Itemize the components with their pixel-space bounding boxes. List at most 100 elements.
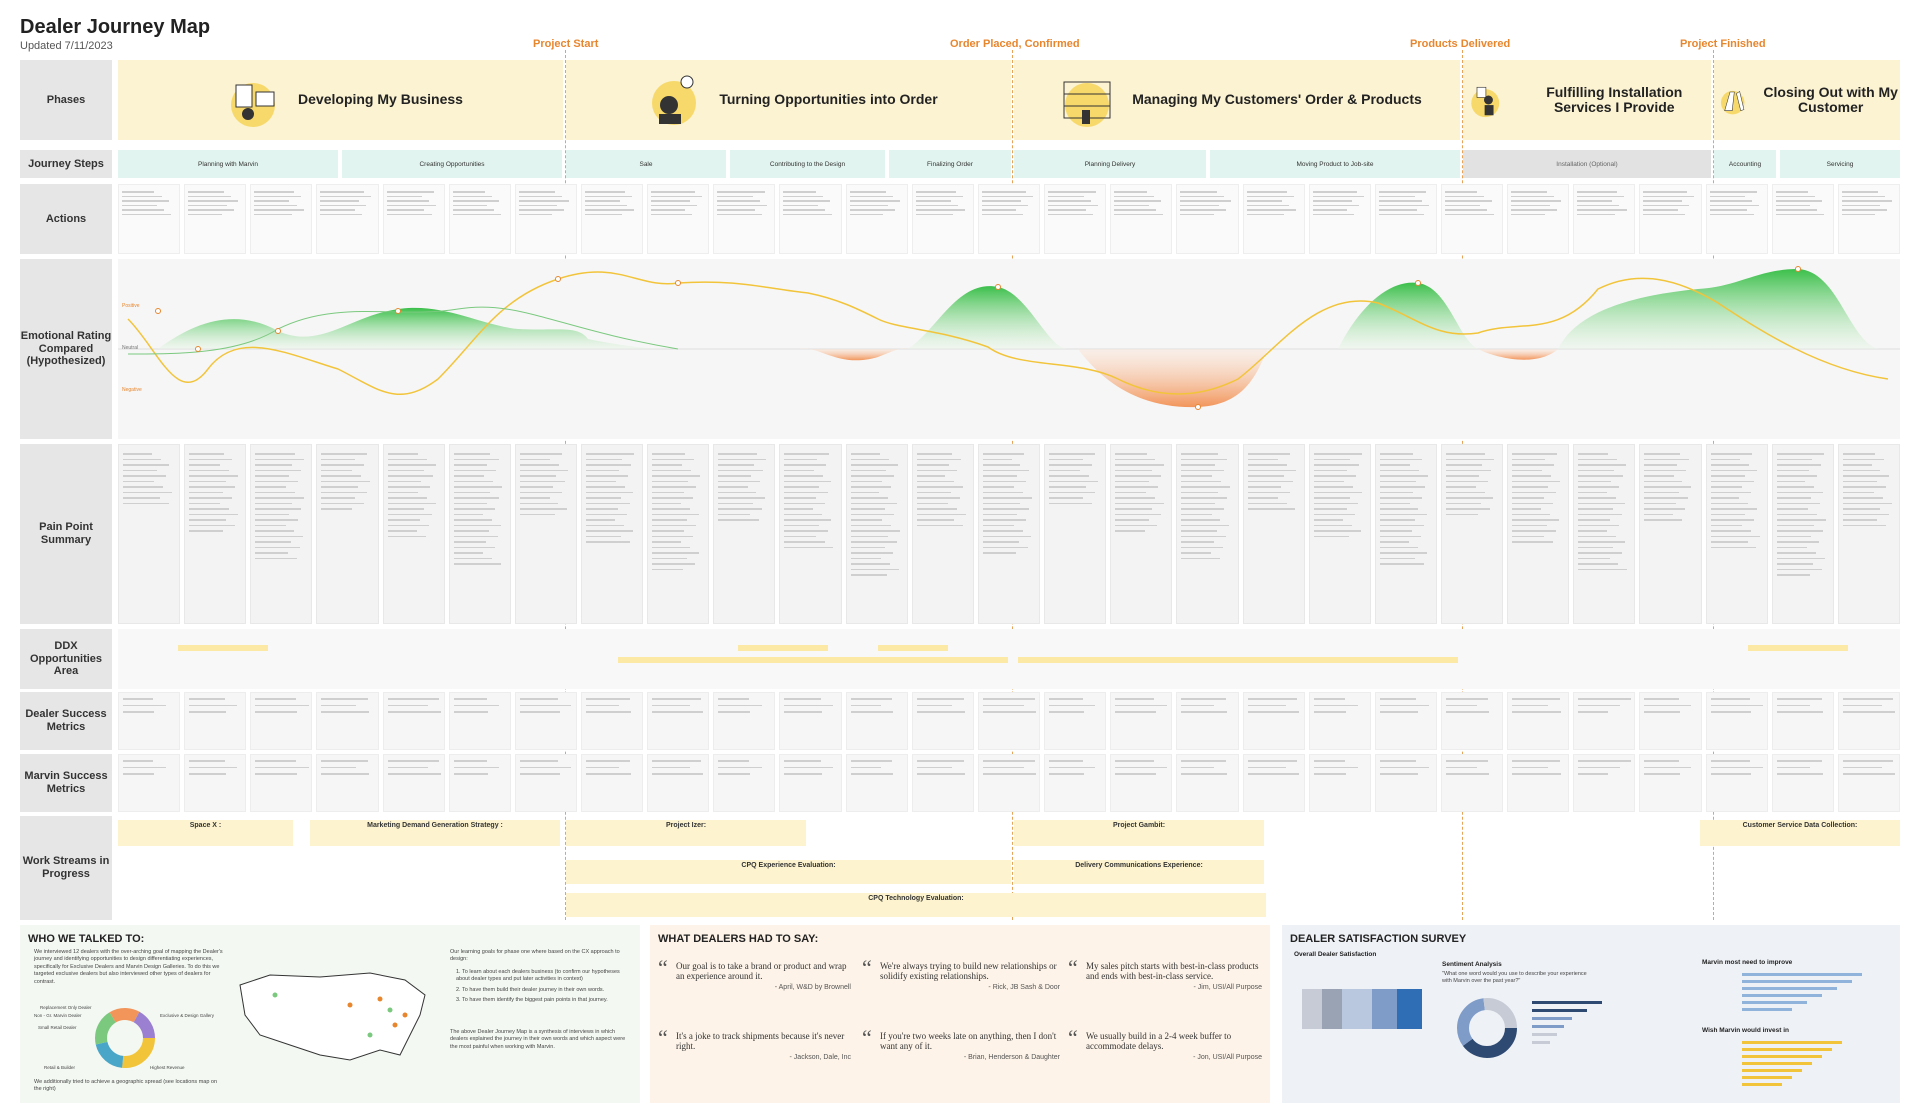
placeholder-line [255, 469, 302, 471]
placeholder-line [255, 541, 292, 543]
placeholder-line [188, 209, 234, 211]
placeholder-line [717, 204, 768, 206]
row-label-pain: Pain Point Summary [20, 444, 112, 624]
quote-author: - Jim, USI/All Purpose [1193, 984, 1262, 991]
placeholder-line [585, 191, 626, 193]
placeholder-line [122, 200, 169, 202]
marvin-metric-cell [713, 754, 776, 812]
who-goal-1: 1. To learn about each dealers business … [456, 969, 620, 983]
placeholder-line [849, 204, 889, 206]
placeholder-line [1379, 760, 1417, 762]
placeholder-line [188, 191, 225, 193]
placeholder-line [1181, 508, 1224, 510]
pain-point-cell [1308, 444, 1371, 624]
placeholder-line [718, 760, 749, 762]
placeholder-line [453, 760, 487, 762]
placeholder-line [255, 513, 289, 515]
action-cell [779, 184, 842, 254]
placeholder-line [849, 191, 886, 193]
dealer-metric-cell [448, 692, 511, 750]
placeholder-line [1379, 453, 1414, 455]
placeholder-line [1379, 508, 1419, 510]
placeholder-line [1246, 195, 1294, 197]
placeholder-line [1776, 508, 1808, 510]
pain-point-cell [977, 444, 1041, 624]
who-goal-2: 2. To have them build their dealer journ… [456, 987, 605, 993]
placeholder-line [254, 213, 292, 215]
quote-author: - Jackson, Dale, Inc [789, 1054, 851, 1061]
placeholder-line [189, 469, 230, 471]
placeholder-line [321, 698, 368, 700]
placeholder-line [387, 486, 430, 488]
placeholder-line [1776, 704, 1811, 706]
placeholder-line [981, 213, 1024, 215]
placeholder-line [1776, 766, 1811, 768]
who-heading: WHO WE TALKED TO: [28, 933, 145, 945]
placeholder-line [1378, 204, 1429, 206]
placeholder-line [1511, 191, 1548, 193]
placeholder-line [453, 773, 488, 775]
step-accounting: Accounting [1714, 150, 1776, 178]
placeholder-line [453, 497, 499, 499]
placeholder-line [320, 204, 367, 206]
action-cell [911, 184, 974, 254]
placeholder-line [585, 204, 628, 206]
quote-item: My sales pitch starts with best-in-class… [1086, 961, 1262, 991]
placeholder-line [982, 453, 1024, 455]
placeholder-line [1313, 704, 1358, 706]
placeholder-line [1644, 469, 1686, 471]
placeholder-line [453, 502, 487, 504]
placeholder-line [586, 497, 622, 499]
placeholder-line [1115, 513, 1161, 515]
pain-point-cell [1242, 444, 1305, 624]
pain-point-cell [382, 444, 445, 624]
placeholder-line [1181, 760, 1226, 762]
action-cell [382, 184, 445, 254]
placeholder-line [849, 200, 900, 202]
placeholder-line [784, 480, 832, 482]
placeholder-line [586, 480, 616, 482]
placeholder-line [1644, 491, 1680, 493]
placeholder-line [1379, 541, 1409, 543]
pain-point-cell [1110, 444, 1173, 624]
placeholder-line [1578, 519, 1611, 521]
pain-point-cell [779, 444, 842, 624]
placeholder-line [1180, 191, 1217, 193]
placeholder-line [387, 453, 419, 455]
placeholder-line [718, 480, 760, 482]
placeholder-line [1379, 497, 1422, 499]
placeholder-line [320, 195, 372, 197]
placeholder-line [1776, 464, 1821, 466]
placeholder-line [651, 204, 698, 206]
action-cell [448, 184, 511, 254]
placeholder-line [189, 760, 225, 762]
placeholder-line [1578, 513, 1623, 515]
dealer-metric-cell [911, 692, 974, 750]
placeholder-line [586, 760, 630, 762]
placeholder-line [255, 475, 290, 477]
placeholder-line [1842, 497, 1883, 499]
placeholder-line [982, 541, 1020, 543]
placeholder-line [1378, 200, 1422, 202]
placeholder-line [452, 191, 486, 193]
placeholder-line [982, 491, 1024, 493]
placeholder-line [916, 519, 954, 521]
step-contributing-design: Contributing to the Design [730, 150, 885, 178]
placeholder-line [453, 486, 502, 488]
marvin-metric-cell [779, 754, 842, 812]
marvin-metric-cell [316, 754, 379, 812]
placeholder-line [519, 766, 571, 768]
placeholder-line [1776, 557, 1826, 559]
placeholder-line [1512, 497, 1545, 499]
placeholder-line [916, 524, 963, 526]
action-cell [1705, 184, 1768, 254]
dealer-metric-cell [1639, 692, 1702, 750]
quote-author: - Rick, JB Sash & Door [988, 984, 1060, 991]
warehouse-illustration-icon [1063, 81, 1111, 127]
placeholder-line [1511, 213, 1545, 215]
placeholder-line [850, 552, 894, 554]
placeholder-line [1247, 491, 1290, 493]
installer-illustration-icon [1471, 86, 1500, 118]
placeholder-line [1313, 524, 1353, 526]
placeholder-line [1578, 464, 1626, 466]
